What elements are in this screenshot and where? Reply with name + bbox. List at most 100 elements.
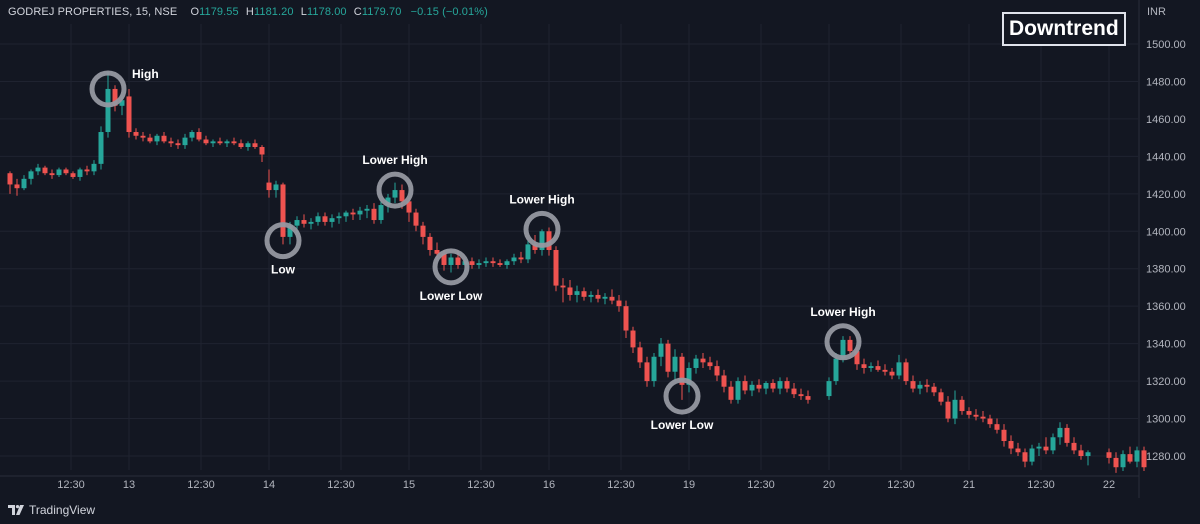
annotation-label: Lower High xyxy=(810,305,875,319)
x-tick-label: 12:30 xyxy=(467,479,495,491)
candle-body xyxy=(231,141,237,144)
candle-body xyxy=(483,261,489,264)
candle-body xyxy=(861,364,867,368)
candle-body xyxy=(882,369,888,372)
x-tick-label: 12:30 xyxy=(747,479,775,491)
candle-body xyxy=(616,300,622,307)
candle-body xyxy=(1064,427,1070,443)
candle-body xyxy=(763,382,769,389)
close-value: 1179.70 xyxy=(361,6,402,18)
candle-body xyxy=(392,190,398,198)
candle-body xyxy=(77,169,83,177)
annotation-ring xyxy=(89,70,127,108)
candle-body xyxy=(427,236,433,250)
candle-body xyxy=(385,197,391,206)
y-tick-label: 1300.00 xyxy=(1146,414,1186,426)
candle-body xyxy=(469,261,475,265)
candle-body xyxy=(378,205,384,221)
y-tick-label: 1380.00 xyxy=(1146,264,1186,276)
candle-body xyxy=(749,384,755,391)
candle-body xyxy=(1036,446,1042,449)
candle-body xyxy=(518,257,524,260)
close-label: C xyxy=(353,6,362,18)
candle-body xyxy=(441,253,447,265)
candle-body xyxy=(644,362,650,382)
candle-body xyxy=(560,285,566,288)
candle-body xyxy=(945,401,951,419)
candle-body xyxy=(847,339,853,352)
candle-body xyxy=(700,358,706,363)
candle-body xyxy=(1078,450,1084,456)
candle-body xyxy=(21,178,27,189)
x-tick-label: 12:30 xyxy=(607,479,635,491)
candle-body xyxy=(196,132,202,140)
candle-body xyxy=(875,366,881,370)
high-value: 1181.20 xyxy=(253,6,294,18)
candle-body xyxy=(679,356,685,385)
candle-body xyxy=(1106,452,1112,458)
candle-body xyxy=(105,88,111,133)
candle-body xyxy=(623,306,629,331)
candle-body xyxy=(42,167,48,174)
candle-body xyxy=(252,143,258,147)
candle-body xyxy=(357,210,363,215)
annotation-ring xyxy=(663,377,701,415)
candle-body xyxy=(224,141,230,144)
y-tick-label: 1420.00 xyxy=(1146,189,1186,201)
candle-body xyxy=(266,182,272,191)
candle-body xyxy=(434,250,440,254)
low-label: L xyxy=(300,6,307,18)
candle-body xyxy=(329,218,335,222)
candle-body xyxy=(1134,450,1140,462)
candle-body xyxy=(917,384,923,389)
x-tick-label: 16 xyxy=(543,479,555,491)
annotation-label: Low xyxy=(271,263,296,277)
candle-body xyxy=(903,362,909,382)
candle-body xyxy=(931,386,937,393)
candle-body xyxy=(476,263,482,265)
candle-body xyxy=(665,343,671,372)
y-tick-label: 1280.00 xyxy=(1146,451,1186,463)
symbol-name: GODREJ PROPERTIES, 15, NSE xyxy=(8,6,178,18)
candle-body xyxy=(399,190,405,202)
candle-body xyxy=(973,414,979,417)
candle-body xyxy=(448,257,454,265)
candle-body xyxy=(371,208,377,221)
candle-body xyxy=(406,201,412,213)
candle-body xyxy=(833,358,839,382)
candle-body xyxy=(70,173,76,177)
candle-body xyxy=(504,261,510,265)
candle-body xyxy=(91,163,97,172)
candle-body xyxy=(658,343,664,357)
y-tick-label: 1460.00 xyxy=(1146,114,1186,126)
candle-body xyxy=(210,141,216,144)
candle-body xyxy=(1113,457,1119,468)
candle-body xyxy=(322,216,328,222)
candle-body xyxy=(238,143,244,147)
candle-body xyxy=(609,296,615,301)
candle-body xyxy=(112,88,118,106)
candle-body xyxy=(420,225,426,237)
candle-body xyxy=(287,225,293,237)
high-label: H xyxy=(245,6,254,18)
candle-body xyxy=(490,261,496,264)
footer-bar xyxy=(0,498,1200,524)
candle-body xyxy=(994,424,1000,430)
candle-body xyxy=(714,366,720,376)
candle-body xyxy=(511,257,517,262)
candle-body xyxy=(294,220,300,226)
candle-body xyxy=(126,96,132,133)
grid-lines xyxy=(0,24,1138,470)
y-tick-label: 1320.00 xyxy=(1146,376,1186,388)
candle-body xyxy=(980,416,986,419)
candle-body xyxy=(49,173,55,176)
candle-body xyxy=(784,381,790,389)
candle-body xyxy=(315,216,321,222)
candle-body xyxy=(1043,446,1049,451)
candle-body xyxy=(1015,448,1021,453)
candle-body xyxy=(35,167,41,172)
candle-body xyxy=(742,381,748,391)
tradingview-branding[interactable]: TradingView xyxy=(8,503,95,517)
candle-body xyxy=(854,351,860,365)
